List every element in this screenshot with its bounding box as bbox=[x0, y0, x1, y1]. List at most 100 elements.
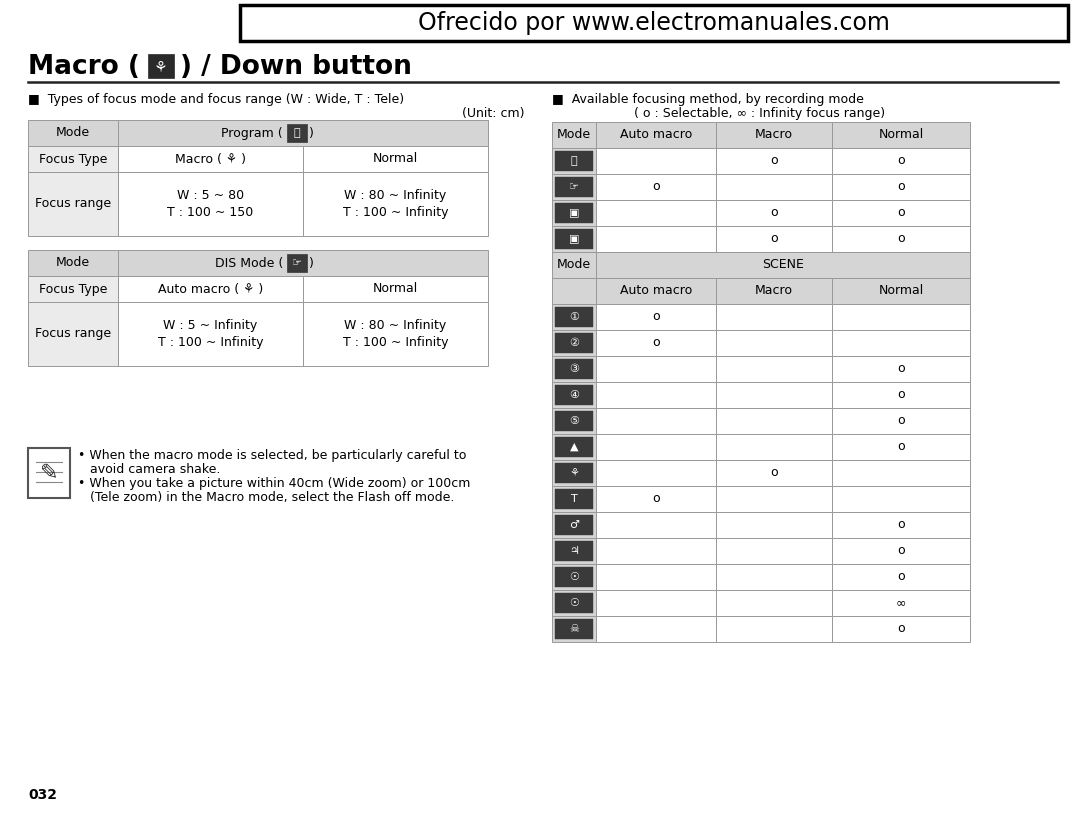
Bar bbox=[716, 330, 832, 356]
Bar bbox=[832, 590, 970, 616]
Text: W : 5 ~ 80
T : 100 ~ 150: W : 5 ~ 80 T : 100 ~ 150 bbox=[167, 189, 254, 219]
Text: ③: ③ bbox=[569, 364, 579, 374]
Bar bbox=[28, 172, 118, 236]
Text: Macro ( ⚘ ): Macro ( ⚘ ) bbox=[175, 152, 246, 165]
Bar bbox=[716, 304, 832, 330]
Bar bbox=[596, 590, 716, 616]
Bar bbox=[118, 250, 488, 276]
Bar bbox=[303, 146, 488, 172]
Bar bbox=[555, 541, 593, 561]
Bar bbox=[596, 148, 716, 174]
Bar bbox=[596, 200, 716, 226]
Text: o: o bbox=[770, 232, 778, 245]
Text: T: T bbox=[570, 494, 578, 504]
Bar bbox=[596, 330, 716, 356]
Text: o: o bbox=[652, 492, 660, 505]
Bar bbox=[118, 172, 303, 236]
Bar bbox=[555, 463, 593, 483]
Bar bbox=[596, 460, 716, 486]
Text: o: o bbox=[652, 180, 660, 193]
Bar bbox=[555, 411, 593, 431]
Text: Focus Type: Focus Type bbox=[39, 152, 107, 165]
Bar bbox=[832, 122, 970, 148]
Bar bbox=[148, 54, 174, 78]
Bar bbox=[716, 148, 832, 174]
Text: o: o bbox=[897, 518, 905, 531]
Bar bbox=[596, 408, 716, 434]
Bar bbox=[596, 174, 716, 200]
Bar bbox=[832, 486, 970, 512]
Bar bbox=[832, 434, 970, 460]
Bar bbox=[596, 564, 716, 590]
Text: ☞: ☞ bbox=[292, 258, 302, 268]
Bar bbox=[596, 278, 716, 304]
Text: Focus Type: Focus Type bbox=[39, 283, 107, 296]
Bar bbox=[552, 226, 596, 252]
Bar bbox=[555, 593, 593, 613]
Text: o: o bbox=[652, 311, 660, 324]
Text: ∞: ∞ bbox=[895, 597, 906, 610]
Text: ■  Types of focus mode and focus range (W : Wide, T : Tele): ■ Types of focus mode and focus range (W… bbox=[28, 94, 404, 107]
Bar bbox=[832, 356, 970, 382]
Text: • When the macro mode is selected, be particularly careful to: • When the macro mode is selected, be pa… bbox=[78, 449, 467, 462]
Bar bbox=[716, 174, 832, 200]
Text: Mode: Mode bbox=[56, 126, 90, 139]
Text: o: o bbox=[652, 337, 660, 350]
Bar bbox=[716, 122, 832, 148]
Text: o: o bbox=[897, 363, 905, 376]
Bar bbox=[28, 120, 118, 146]
Bar bbox=[832, 408, 970, 434]
Bar bbox=[832, 304, 970, 330]
Text: o: o bbox=[897, 570, 905, 584]
Bar bbox=[303, 276, 488, 302]
Bar bbox=[555, 151, 593, 171]
Bar bbox=[832, 460, 970, 486]
Bar bbox=[240, 5, 1068, 41]
Text: Mode: Mode bbox=[56, 257, 90, 270]
Bar bbox=[832, 538, 970, 564]
Bar bbox=[716, 486, 832, 512]
Bar bbox=[832, 564, 970, 590]
Text: ☞: ☞ bbox=[569, 182, 579, 192]
Bar bbox=[555, 307, 593, 327]
Text: Auto macro ( ⚘ ): Auto macro ( ⚘ ) bbox=[158, 283, 264, 296]
Text: W : 80 ~ Infinity
T : 100 ~ Infinity: W : 80 ~ Infinity T : 100 ~ Infinity bbox=[342, 319, 448, 349]
Text: SCENE: SCENE bbox=[762, 258, 804, 271]
Text: ⑤: ⑤ bbox=[569, 416, 579, 426]
Text: o: o bbox=[770, 466, 778, 479]
Bar bbox=[832, 174, 970, 200]
Bar bbox=[832, 512, 970, 538]
Text: ☠: ☠ bbox=[569, 624, 579, 634]
Text: Macro: Macro bbox=[755, 129, 793, 142]
Bar bbox=[552, 408, 596, 434]
Text: o: o bbox=[770, 206, 778, 219]
Text: Auto macro: Auto macro bbox=[620, 129, 692, 142]
Bar bbox=[552, 122, 596, 148]
Bar bbox=[596, 252, 970, 278]
Text: Focus range: Focus range bbox=[35, 197, 111, 210]
Bar bbox=[596, 382, 716, 408]
Bar bbox=[552, 252, 596, 278]
Text: DIS Mode (: DIS Mode ( bbox=[215, 257, 283, 270]
Text: Normal: Normal bbox=[373, 152, 418, 165]
Bar bbox=[287, 254, 307, 272]
Bar bbox=[552, 538, 596, 564]
Text: ⚘: ⚘ bbox=[569, 468, 579, 478]
Text: Normal: Normal bbox=[878, 284, 923, 297]
Text: Mode: Mode bbox=[557, 258, 591, 271]
Text: o: o bbox=[897, 232, 905, 245]
Bar bbox=[596, 512, 716, 538]
Text: ▣: ▣ bbox=[569, 234, 579, 244]
Text: (Tele zoom) in the Macro mode, select the Flash off mode.: (Tele zoom) in the Macro mode, select th… bbox=[90, 491, 455, 504]
Bar bbox=[555, 619, 593, 639]
Text: Ⓟ: Ⓟ bbox=[570, 156, 578, 166]
Bar bbox=[552, 382, 596, 408]
Text: ) / Down button: ) / Down button bbox=[180, 54, 411, 80]
Text: ♂: ♂ bbox=[569, 520, 579, 530]
Bar bbox=[552, 486, 596, 512]
Text: Normal: Normal bbox=[878, 129, 923, 142]
Bar bbox=[555, 489, 593, 509]
Text: Macro (: Macro ( bbox=[28, 54, 140, 80]
Text: o: o bbox=[897, 155, 905, 168]
Text: ▣: ▣ bbox=[569, 208, 579, 218]
